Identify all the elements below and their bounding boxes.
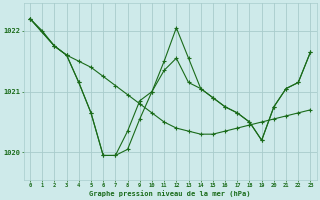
X-axis label: Graphe pression niveau de la mer (hPa): Graphe pression niveau de la mer (hPa) — [90, 190, 251, 197]
